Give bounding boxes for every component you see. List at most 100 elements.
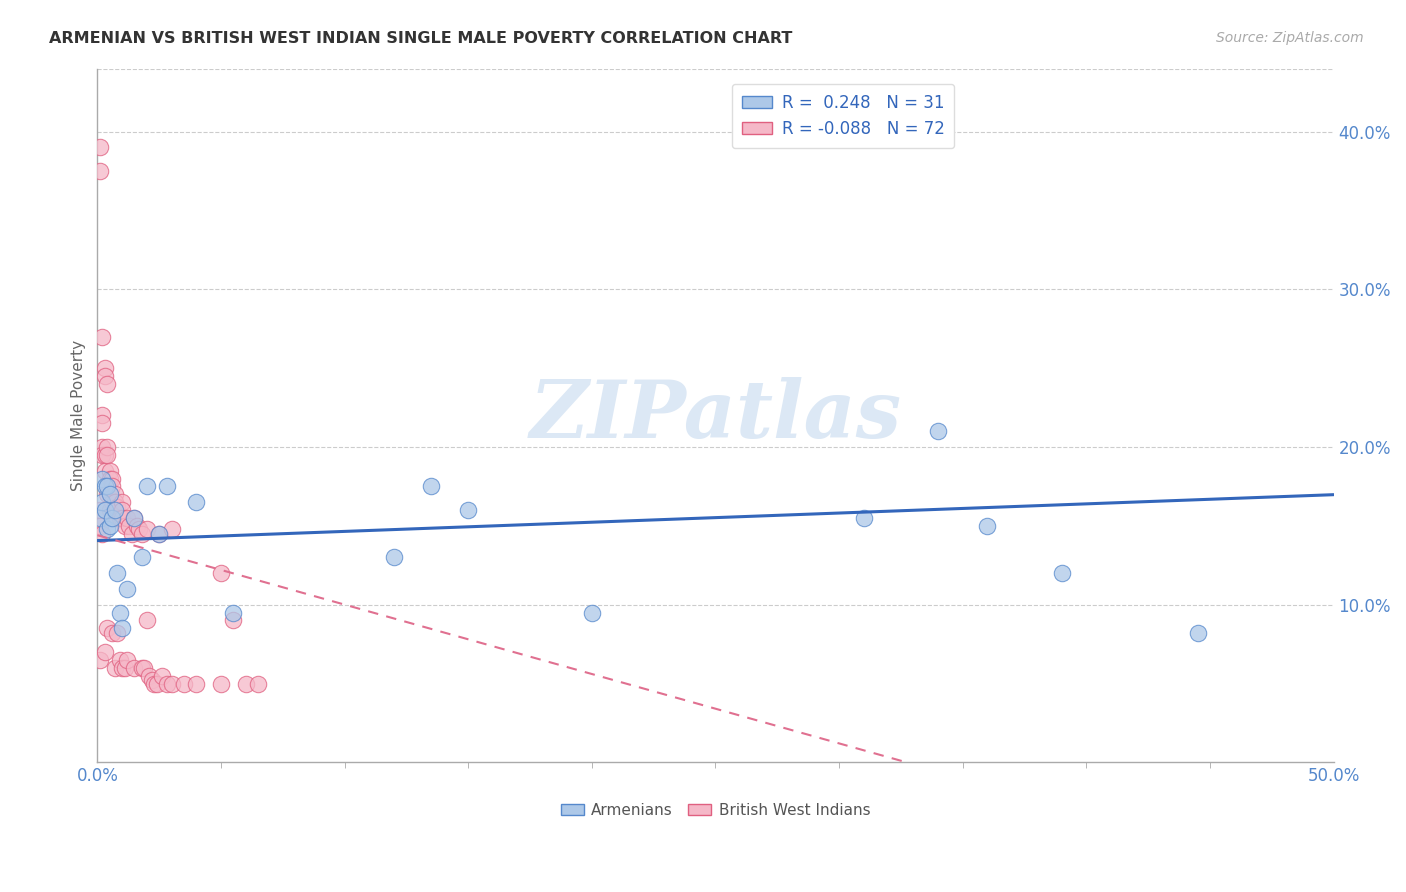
Text: ARMENIAN VS BRITISH WEST INDIAN SINGLE MALE POVERTY CORRELATION CHART: ARMENIAN VS BRITISH WEST INDIAN SINGLE M…	[49, 31, 793, 46]
Point	[118, 519, 141, 533]
Point	[101, 626, 124, 640]
Point	[186, 495, 208, 509]
Point	[89, 653, 111, 667]
Point	[143, 676, 166, 690]
Point	[927, 424, 949, 438]
Point	[581, 606, 603, 620]
Point	[131, 661, 153, 675]
Point	[101, 495, 124, 509]
Point	[104, 487, 127, 501]
Point	[209, 566, 232, 581]
Point	[222, 614, 245, 628]
Point	[124, 511, 146, 525]
Point	[96, 522, 118, 536]
Point	[108, 653, 131, 667]
Point	[105, 626, 128, 640]
Point	[457, 503, 479, 517]
Legend: Armenians, British West Indians: Armenians, British West Indians	[554, 797, 876, 824]
Point	[134, 661, 156, 675]
Point	[96, 376, 118, 391]
Point	[124, 511, 146, 525]
Point	[101, 472, 124, 486]
Point	[124, 661, 146, 675]
Point	[108, 606, 131, 620]
Point	[131, 550, 153, 565]
Point	[138, 669, 160, 683]
Point	[111, 503, 134, 517]
Point	[89, 140, 111, 154]
Point	[111, 511, 134, 525]
Point	[1050, 566, 1073, 581]
Point	[145, 676, 167, 690]
Point	[382, 550, 405, 565]
Point	[98, 519, 121, 533]
Point	[135, 614, 157, 628]
Point	[104, 495, 127, 509]
Point	[186, 676, 208, 690]
Point	[94, 645, 117, 659]
Point	[94, 361, 117, 376]
Point	[135, 479, 157, 493]
Point	[91, 472, 114, 486]
Point	[1187, 626, 1209, 640]
Point	[160, 676, 183, 690]
Point	[91, 495, 114, 509]
Point	[94, 464, 117, 478]
Point	[155, 479, 177, 493]
Point	[89, 511, 111, 525]
Point	[114, 661, 136, 675]
Point	[148, 526, 170, 541]
Point	[98, 487, 121, 501]
Point	[105, 566, 128, 581]
Point	[101, 479, 124, 493]
Point	[96, 448, 118, 462]
Point	[111, 661, 134, 675]
Point	[209, 676, 232, 690]
Point	[135, 522, 157, 536]
Text: ZIPatlas: ZIPatlas	[530, 376, 901, 454]
Point	[121, 526, 143, 541]
Point	[94, 369, 117, 384]
Point	[128, 522, 150, 536]
Point	[89, 503, 111, 517]
Point	[108, 511, 131, 525]
Point	[173, 676, 195, 690]
Point	[91, 526, 114, 541]
Point	[91, 440, 114, 454]
Point	[98, 487, 121, 501]
Point	[101, 511, 124, 525]
Point	[141, 673, 163, 688]
Point	[104, 503, 127, 517]
Point	[115, 582, 138, 596]
Point	[89, 164, 111, 178]
Text: Source: ZipAtlas.com: Source: ZipAtlas.com	[1216, 31, 1364, 45]
Point	[111, 495, 134, 509]
Point	[222, 606, 245, 620]
Point	[104, 661, 127, 675]
Point	[98, 464, 121, 478]
Point	[96, 621, 118, 635]
Point	[160, 522, 183, 536]
Point	[94, 479, 117, 493]
Point	[91, 329, 114, 343]
Point	[98, 472, 121, 486]
Point	[89, 519, 111, 533]
Point	[96, 440, 118, 454]
Point	[247, 676, 270, 690]
Point	[125, 519, 148, 533]
Point	[150, 669, 173, 683]
Point	[114, 519, 136, 533]
Point	[155, 676, 177, 690]
Point	[852, 511, 875, 525]
Point	[111, 621, 134, 635]
Point	[235, 676, 257, 690]
Point	[115, 653, 138, 667]
Point	[105, 500, 128, 514]
Point	[976, 519, 998, 533]
Point	[91, 409, 114, 423]
Point	[148, 526, 170, 541]
Y-axis label: Single Male Poverty: Single Male Poverty	[72, 340, 86, 491]
Point	[96, 479, 118, 493]
Point	[98, 503, 121, 517]
Point	[131, 526, 153, 541]
